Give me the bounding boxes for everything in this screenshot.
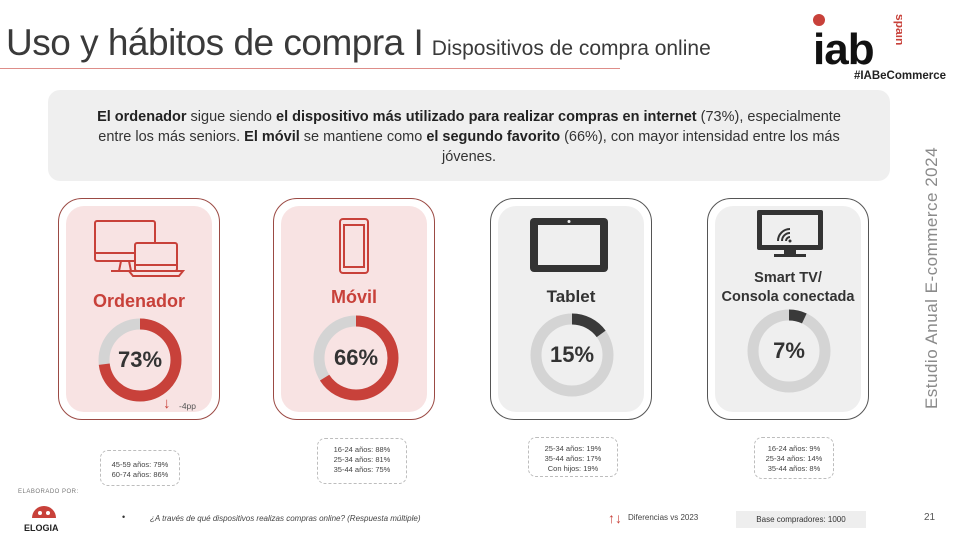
- page-title: Uso y hábitos de compra I Dispositivos d…: [6, 22, 711, 64]
- donut-chart: [98, 318, 182, 402]
- donut-value: 7%: [773, 338, 805, 363]
- device-card-ordenador: Ordenador 73% ↓ -4pp: [58, 198, 220, 420]
- down-arrow-icon: ↓: [163, 395, 171, 412]
- summary-text-1: sigue siendo: [186, 109, 276, 125]
- device-card-movil: Móvil 66%: [273, 198, 435, 420]
- question-footnote: ¿A través de qué dispositivos realizas c…: [150, 514, 421, 523]
- elogia-logo: ELOGIA: [24, 506, 59, 533]
- summary-bold-3: El móvil: [244, 129, 300, 145]
- iab-spain-logo: iab spain: [813, 14, 902, 70]
- donut-smart-tv: 7%: [746, 308, 832, 394]
- footnote-bullet: •: [122, 512, 126, 522]
- summary-text-2: (73%), especialmente entre los más senio…: [98, 109, 841, 145]
- tablet-icon: [530, 218, 608, 272]
- svg-text:iab: iab: [813, 25, 874, 70]
- summary-bold-4: el segundo favorito: [426, 129, 561, 145]
- title-subtitle: Dispositivos de compra online: [431, 37, 711, 60]
- card-background: [66, 206, 212, 412]
- title-underline: [0, 68, 620, 69]
- callout-movil: 16-24 años: 88% 25-34 años: 81% 35-44 añ…: [317, 438, 407, 484]
- up-down-arrows-icon: ↑↓: [608, 510, 622, 526]
- summary-text-3: se mantiene como: [299, 129, 427, 145]
- page-number: 21: [924, 512, 936, 523]
- donut-chart: [747, 309, 831, 393]
- smart-tv-icon: [757, 210, 823, 257]
- card-background: [281, 206, 427, 412]
- summary-bold-2: el dispositivo más utilizado para realiz…: [276, 109, 697, 125]
- base-compradores: Base compradores: 1000: [736, 511, 866, 528]
- donut-value: 73%: [117, 347, 163, 372]
- callout-smart-tv: 16-24 años: 9% 25-34 años: 14% 35-44 año…: [754, 437, 834, 479]
- study-side-label: Estudio Anual E-commerce 2024: [922, 146, 941, 410]
- summary-box: El ordenador sigue siendo el dispositivo…: [48, 90, 890, 181]
- svg-text:spain: spain: [893, 14, 902, 45]
- device-card-smart-tv: Smart TV/ Consola conectada 7%: [707, 198, 869, 420]
- label-line-1: Smart TV/: [754, 270, 822, 286]
- callout-ordenador: 45-59 años: 79% 60-74 años: 86%: [100, 450, 180, 486]
- device-card-tablet: Tablet 15%: [490, 198, 652, 420]
- device-label: Tablet: [546, 287, 596, 306]
- device-label: Móvil: [330, 287, 377, 307]
- donut-chart: [313, 315, 399, 401]
- donut-value: 66%: [333, 345, 379, 370]
- diff-legend: ↑↓ Diferencias vs 2023: [608, 510, 699, 526]
- label-line-2: Consola conectada: [721, 289, 855, 305]
- hashtag: #IABeCommerce: [853, 70, 946, 82]
- computer-icon: [94, 220, 185, 277]
- smartphone-icon: [339, 218, 369, 274]
- svg-text:ELOGIA: ELOGIA: [24, 523, 59, 533]
- summary-bold-1: El ordenador: [97, 109, 187, 125]
- elaborado-label: ELABORADO POR:: [18, 489, 79, 495]
- callout-tablet: 25-34 años: 19% 35-44 años: 17% Con hijo…: [528, 437, 618, 477]
- donut-ordenador: 73%: [97, 317, 183, 403]
- donut-chart: [530, 313, 614, 397]
- donut-movil: 66%: [312, 314, 400, 402]
- diff-value: -4pp: [179, 401, 197, 411]
- summary-text-4: (66%), con mayor intensidad entre los má…: [441, 129, 840, 165]
- title-main: Uso y hábitos de compra I: [6, 22, 424, 63]
- donut-value: 15%: [549, 342, 595, 367]
- donut-tablet: 15%: [529, 312, 615, 398]
- device-label: Ordenador: [92, 291, 185, 311]
- device-label: Smart TV/ Consola conectada: [708, 269, 868, 307]
